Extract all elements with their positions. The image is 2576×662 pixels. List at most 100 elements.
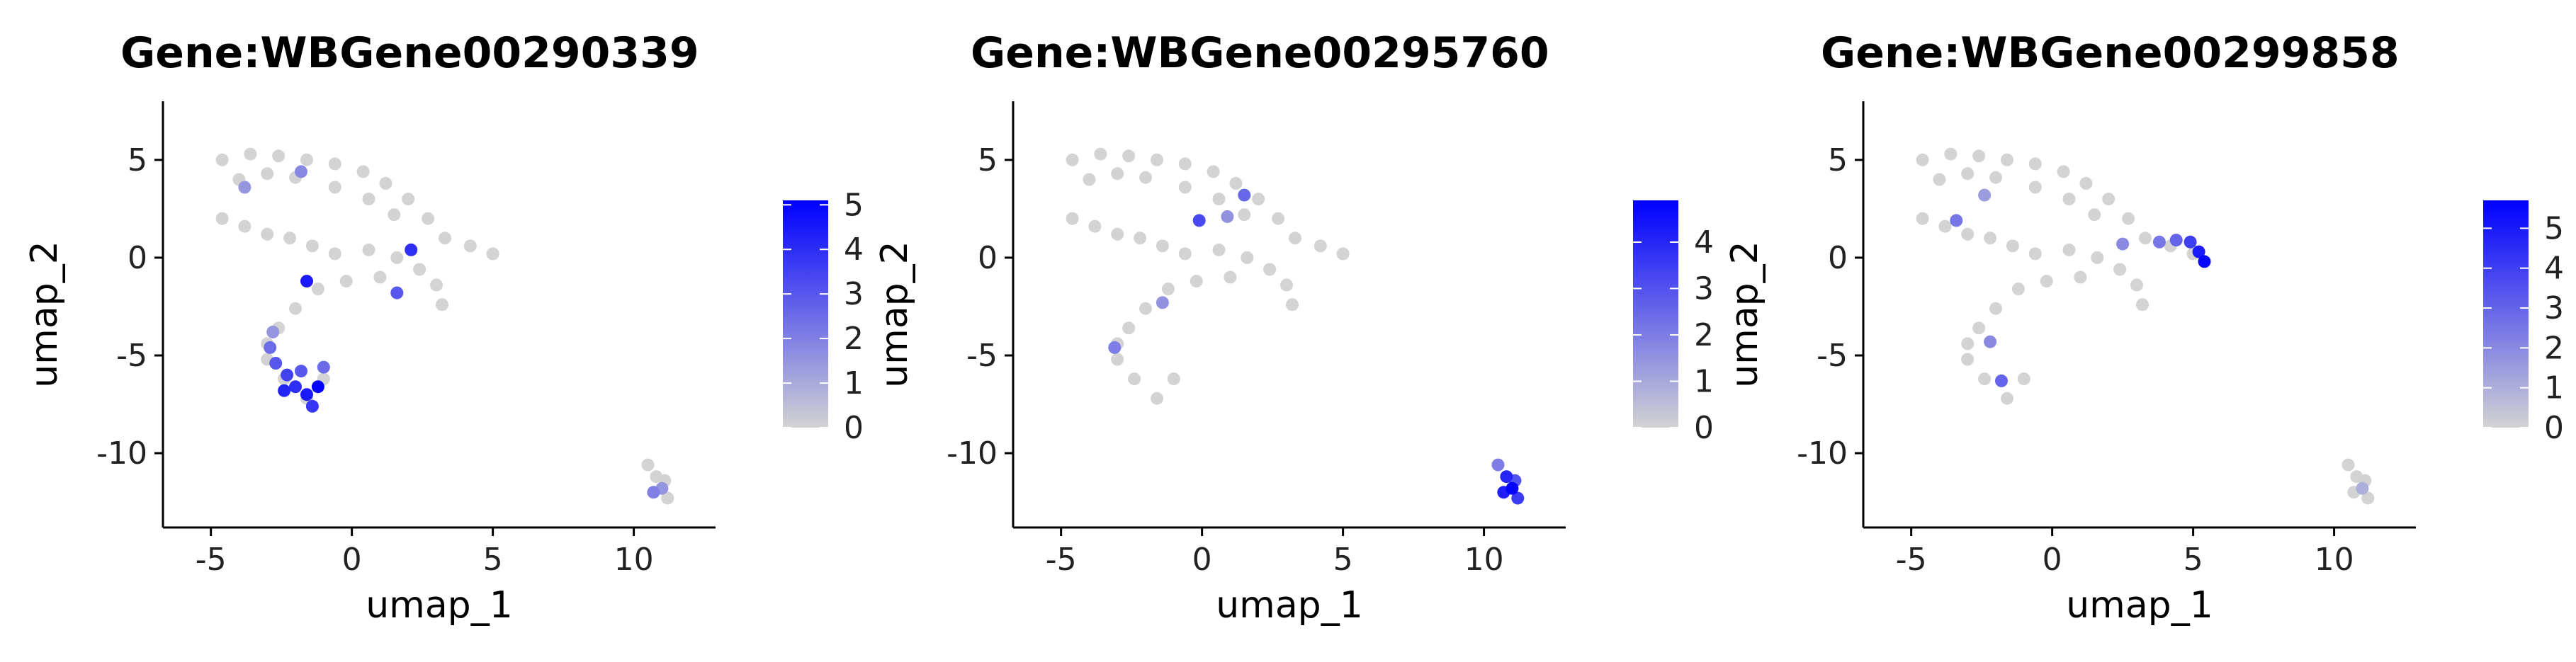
data-point xyxy=(1088,219,1102,233)
y-tick-label: -10 xyxy=(96,435,147,472)
data-point xyxy=(305,239,319,253)
colorbar-tick-label: 5 xyxy=(2544,210,2564,246)
data-point xyxy=(2028,247,2042,261)
colorbar-tick-label: 4 xyxy=(844,232,864,268)
data-point xyxy=(215,212,229,225)
colorbar xyxy=(2483,200,2529,428)
data-point xyxy=(1916,153,1929,166)
data-point xyxy=(1995,374,2008,387)
data-point xyxy=(300,153,313,166)
data-point xyxy=(1972,321,1986,335)
data-point xyxy=(2139,232,2152,245)
x-tick-label: 5 xyxy=(2184,542,2203,578)
chart-title: Gene:WBGene00299858 xyxy=(1821,28,2400,78)
data-point xyxy=(1212,243,1226,256)
colorbar-tick-label: 4 xyxy=(1694,224,1714,261)
y-tick-label: -5 xyxy=(116,338,147,374)
colorbar xyxy=(1633,200,1678,428)
x-tick-label: 10 xyxy=(1464,542,1504,578)
colorbar-tick-label: 4 xyxy=(2544,251,2564,287)
x-tick-label: 0 xyxy=(342,542,362,578)
x-tick-label: 0 xyxy=(2043,542,2062,578)
data-point xyxy=(2062,243,2076,256)
data-point xyxy=(1122,321,1136,335)
data-point xyxy=(1178,247,1192,261)
colorbar-tick-label: 3 xyxy=(844,276,864,312)
y-tick-label: -5 xyxy=(966,338,998,374)
data-point xyxy=(413,263,426,276)
data-point xyxy=(1961,167,1975,181)
data-point xyxy=(238,219,252,233)
data-point xyxy=(2361,491,2375,505)
data-point xyxy=(2184,235,2197,249)
chart-panel-2: Gene:WBGene00295760-5 0 5 1050-5-10umap_1um… xyxy=(874,28,1714,627)
y-tick-label: -10 xyxy=(947,435,998,472)
data-point xyxy=(261,227,274,241)
x-tick-label: -5 xyxy=(1896,542,1927,578)
data-point xyxy=(2116,237,2130,251)
data-point xyxy=(1314,239,1327,253)
data-point xyxy=(1933,173,1946,186)
data-point xyxy=(1506,481,1519,495)
data-point xyxy=(2192,245,2205,258)
colorbar-tick-label: 2 xyxy=(844,321,864,357)
data-point xyxy=(373,270,387,284)
data-point xyxy=(272,149,286,163)
data-point xyxy=(1156,296,1169,309)
data-point xyxy=(244,147,257,161)
data-point xyxy=(2028,181,2042,194)
data-point xyxy=(486,247,499,261)
x-tick-label: 10 xyxy=(2315,542,2354,578)
data-point xyxy=(1066,153,1079,166)
data-point xyxy=(1280,278,1293,292)
y-tick-label: 5 xyxy=(978,142,998,178)
y-tick-label: 5 xyxy=(1828,142,1848,178)
y-axis-label: umap_2 xyxy=(1724,241,1766,388)
data-point xyxy=(1978,188,1992,202)
data-point xyxy=(269,357,283,370)
data-point xyxy=(1111,167,1124,181)
data-point xyxy=(2074,270,2087,284)
data-point xyxy=(1151,392,1163,405)
data-point xyxy=(1241,251,1254,264)
data-point xyxy=(1178,181,1192,194)
data-point xyxy=(390,286,404,299)
data-point xyxy=(289,302,302,315)
data-point xyxy=(311,283,324,296)
colorbar-tick-label: 2 xyxy=(1694,317,1714,353)
data-point xyxy=(1083,173,1096,186)
data-point xyxy=(2088,208,2101,222)
data-point xyxy=(1238,208,1251,222)
data-point xyxy=(295,365,307,378)
data-point xyxy=(379,177,392,190)
data-point xyxy=(1950,214,1963,227)
chart-title: Gene:WBGene00295760 xyxy=(971,28,1549,78)
x-tick-label: 5 xyxy=(1333,542,1353,578)
data-point xyxy=(1984,335,1997,348)
data-point xyxy=(430,278,443,292)
data-point xyxy=(1111,353,1124,366)
data-point xyxy=(463,239,477,253)
y-tick-label: 0 xyxy=(978,240,998,276)
data-point xyxy=(2017,372,2030,386)
data-point xyxy=(264,341,277,354)
data-point xyxy=(2152,235,2166,249)
data-point xyxy=(2079,177,2093,190)
colorbar-tick-label: 0 xyxy=(2544,410,2564,446)
data-point xyxy=(1978,372,1992,386)
data-point xyxy=(2356,481,2369,495)
data-point xyxy=(2113,263,2127,276)
data-point xyxy=(2130,278,2143,292)
y-tick-label: 5 xyxy=(128,142,147,178)
y-tick-label: 0 xyxy=(128,240,147,276)
data-point xyxy=(305,399,319,413)
data-point xyxy=(1151,153,1163,166)
colorbar-tick-label: 5 xyxy=(844,187,864,223)
data-point xyxy=(300,275,313,288)
colorbar-tick-label: 3 xyxy=(2544,290,2564,326)
data-point xyxy=(1111,227,1124,241)
colorbar-tick-label: 0 xyxy=(844,410,864,446)
colorbar-tick-label: 1 xyxy=(2544,370,2564,406)
data-point xyxy=(1066,212,1079,225)
